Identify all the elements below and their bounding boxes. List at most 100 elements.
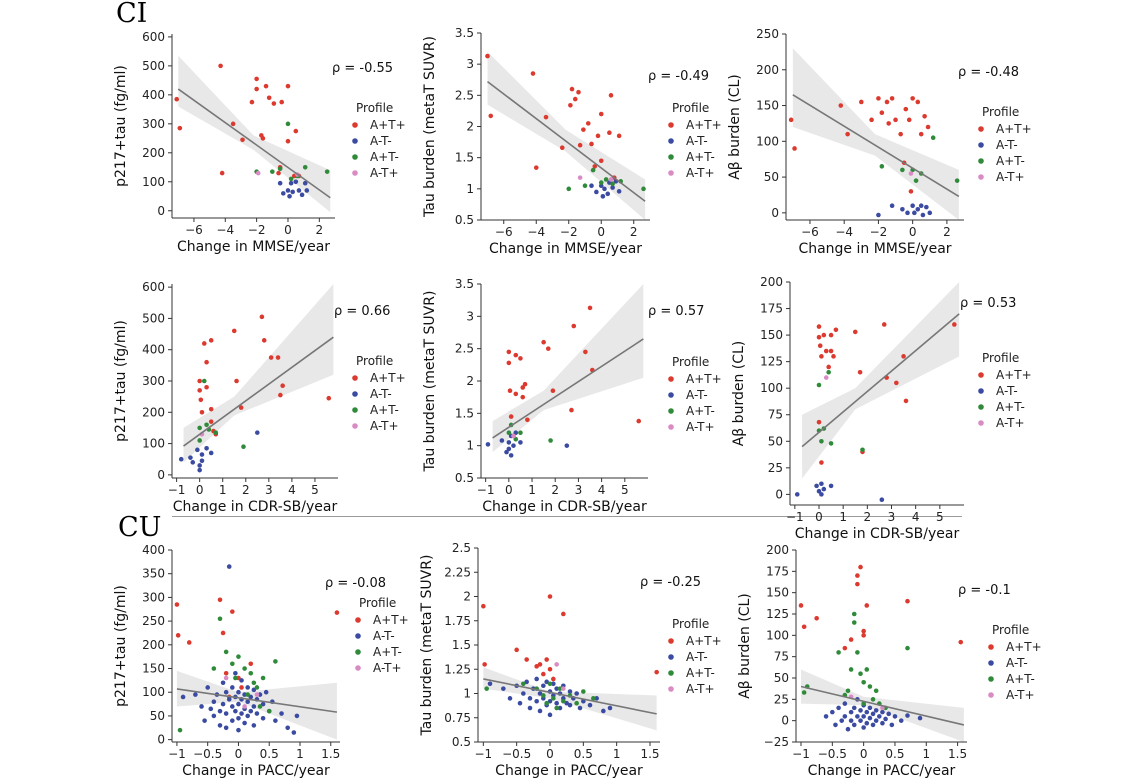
data-point-aptn [867,684,873,689]
data-point-aptn [484,686,489,691]
data-point-antn [279,711,284,716]
x-axis-title: Change in PACC/year [495,763,643,779]
data-point-antn [527,696,533,701]
scatter-panel-5: −1 0 1 2 3 4 5 0.5 1 1.5 2 2.5 3 3.5 Change in CDR-SB/… [422,277,722,515]
y-tick-label: 200 [142,405,165,419]
data-point-antn [564,700,569,706]
data-point-antp [242,704,247,709]
data-point-antn [905,210,910,216]
data-point-aptn [873,688,879,694]
data-point-antn [547,698,553,704]
legend: Profile A+T+ A-T- A+T- A-T+ [668,101,722,180]
data-point-aptp [903,106,909,112]
y-tick-label: 3 [466,309,474,323]
data-point-antn [223,725,229,731]
data-point-antn [577,705,583,711]
legend-title: Profile [672,355,709,369]
data-point-aptp [506,360,512,366]
data-point-antn [567,702,573,708]
data-point-antn [208,450,214,456]
data-point-antn [534,676,539,682]
data-point-antn [506,446,512,452]
data-point-aptp [506,349,512,355]
data-point-antn [193,692,198,697]
data-point-aptp [819,354,824,359]
y-tick-label: 50 [150,709,165,723]
y-axis-title: Tau burden (metaT SUVR) [419,555,435,737]
data-point-aptn [819,438,824,444]
data-point-antn [260,715,266,721]
data-point-aptp [485,53,490,59]
data-point-aptn [223,649,229,655]
data-point-aptp [607,130,612,136]
data-point-antn [616,189,622,194]
x-tick-label: −4 [216,223,234,237]
legend-marker [978,158,984,164]
data-point-aptp [231,328,237,334]
data-point-aptp [513,352,519,358]
data-point-aptn [211,666,217,671]
data-point-antn [864,709,870,715]
data-point-aptp [522,381,528,387]
data-point-aptn [855,650,860,655]
legend-label: A+T+ [370,371,406,385]
data-point-aptp [587,305,593,311]
data-point-antn [204,445,209,451]
data-point-antn [910,203,915,208]
data-point-antn [499,438,505,443]
x-tick-label: 1 [219,483,227,497]
data-point-antn [892,714,898,719]
legend-marker [352,375,358,381]
legend-title: Profile [359,596,396,610]
y-tick-label: 0 [157,733,165,747]
x-tick-label: 1 [613,747,621,761]
y-tick-label: 100 [142,685,165,699]
legend-marker [988,660,994,666]
data-point-aptp [838,103,844,108]
data-point-aptp [925,124,931,130]
legend-marker [978,420,984,426]
data-point-antn [230,685,235,690]
data-point-aptp [898,131,903,137]
y-tick-label: 200 [760,275,783,289]
data-point-antn [223,689,229,695]
data-point-aptp [905,598,910,604]
data-point-antn [199,704,204,709]
legend-marker [978,404,984,410]
y-axis-title: p217+tau (fg/ml) [113,320,129,442]
data-point-antn [830,709,835,715]
rho-annotation: ρ = -0.55 [332,61,393,76]
data-point-antn [842,701,848,706]
data-point-antn [880,720,885,726]
data-point-aptn [610,181,615,187]
data-point-aptp [525,417,530,423]
data-point-aptp [545,346,551,351]
legend-label: A+T- [686,666,715,680]
data-point-antp [908,171,914,176]
x-tick-label: 0 [909,225,917,239]
data-point-aptp [561,611,566,617]
y-tick-label: 125 [766,607,789,621]
data-point-antn [485,442,491,447]
data-point-aptp [204,384,209,390]
data-point-aptn [551,696,556,701]
legend: Profile A+T+ A-T- A+T- A-T+ [668,355,722,434]
data-point-antn [255,430,260,435]
data-point-aptp [879,110,885,115]
y-tick-label: 300 [142,374,165,388]
data-point-aptn [858,671,863,677]
legend-label: A-T- [370,134,392,148]
data-point-antn [794,492,800,497]
scatter-panel-2: −6 −4 −2 0 2 0.5 1 1.5 2 2.5 3 3.5 Change in MMSE/ye… [422,26,722,257]
data-point-antn [918,203,924,208]
legend-marker [355,649,361,655]
x-tick-label: 0 [235,747,243,761]
data-point-aptn [254,685,260,690]
data-point-aptn [236,654,241,659]
data-point-antn [217,708,223,714]
data-point-aptp [544,657,549,662]
data-point-aptp [598,111,604,117]
data-point-aptn [930,135,936,141]
data-point-aptp [636,418,642,424]
legend-label: A+T+ [1006,640,1042,654]
